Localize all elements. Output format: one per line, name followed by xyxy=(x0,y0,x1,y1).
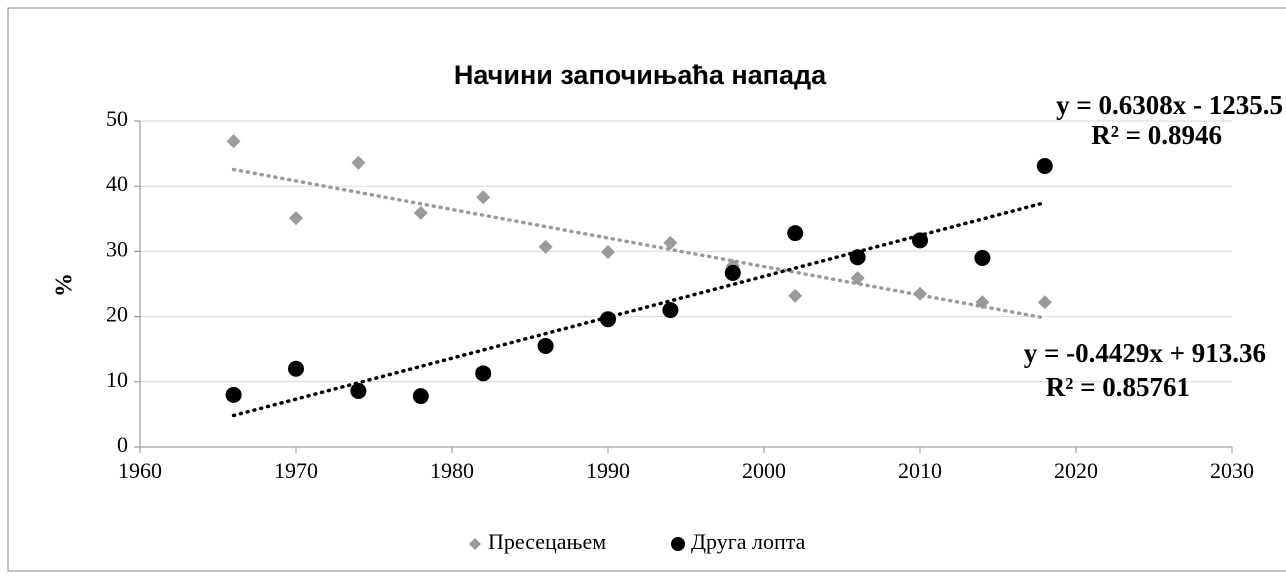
point xyxy=(1037,295,1052,310)
trendline xyxy=(231,167,1047,320)
point xyxy=(975,295,990,310)
point xyxy=(788,288,803,303)
point xyxy=(724,264,741,281)
trend-label: R² = 0.85761 xyxy=(1046,372,1190,402)
x-tick-label: 2030 xyxy=(1210,458,1254,483)
point xyxy=(289,211,303,226)
point xyxy=(350,382,367,399)
trend-label: R² = 0.8946 xyxy=(1091,120,1222,150)
x-tick-label: 1980 xyxy=(430,458,474,483)
x-tick-label: 1990 xyxy=(586,458,630,483)
y-tick-label: 40 xyxy=(106,171,128,196)
trend-label: y = -0.4429x + 913.36 xyxy=(1024,338,1266,368)
point xyxy=(912,232,928,249)
point xyxy=(351,155,366,170)
point xyxy=(537,337,554,354)
point xyxy=(475,365,492,382)
point xyxy=(413,205,428,220)
point xyxy=(412,388,429,405)
point xyxy=(601,245,615,260)
point xyxy=(600,311,616,328)
trend-label: y = 0.6308x - 1235.5 xyxy=(1056,90,1283,120)
legend-label: Пресецањем xyxy=(488,529,606,554)
point xyxy=(538,239,553,254)
point xyxy=(225,386,242,403)
point xyxy=(913,286,927,301)
point xyxy=(288,360,304,377)
point xyxy=(787,225,804,242)
point xyxy=(974,249,991,266)
chart-frame xyxy=(7,7,1286,572)
legend-marker xyxy=(671,537,685,551)
point xyxy=(1036,157,1053,174)
point xyxy=(663,235,678,250)
point xyxy=(849,249,866,266)
y-tick-label: 10 xyxy=(106,367,128,392)
legend-label: Друга лопта xyxy=(691,529,806,554)
y-tick-label: 30 xyxy=(106,236,128,261)
x-tick-label: 2010 xyxy=(898,458,942,483)
point xyxy=(476,190,491,205)
x-tick-label: 2020 xyxy=(1054,458,1098,483)
x-tick-label: 1960 xyxy=(118,458,162,483)
x-tick-label: 2000 xyxy=(742,458,786,483)
y-tick-label: 50 xyxy=(106,106,128,131)
point xyxy=(226,134,241,149)
trendline xyxy=(231,200,1047,418)
point xyxy=(850,271,865,286)
y-tick-label: 0 xyxy=(117,432,128,457)
x-tick-label: 1970 xyxy=(274,458,318,483)
y-tick-label: 20 xyxy=(106,302,128,327)
legend-marker xyxy=(469,538,481,550)
y-axis-label: % xyxy=(52,273,78,297)
point xyxy=(662,302,679,319)
chart-title: Начини започињаћа напада xyxy=(454,60,827,90)
